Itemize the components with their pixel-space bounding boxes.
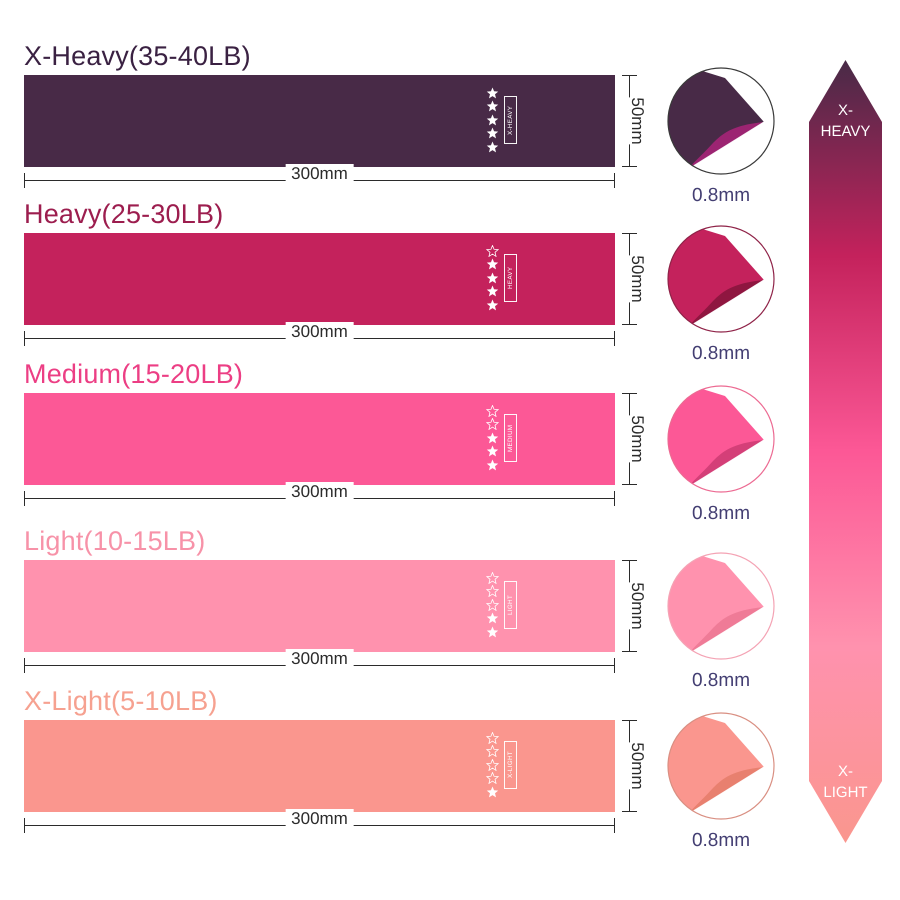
svg-text:X-: X- <box>838 763 853 780</box>
svg-text:LIGHT: LIGHT <box>823 784 867 801</box>
svg-text:X-: X- <box>838 102 853 119</box>
svg-text:HEAVY: HEAVY <box>821 123 871 140</box>
